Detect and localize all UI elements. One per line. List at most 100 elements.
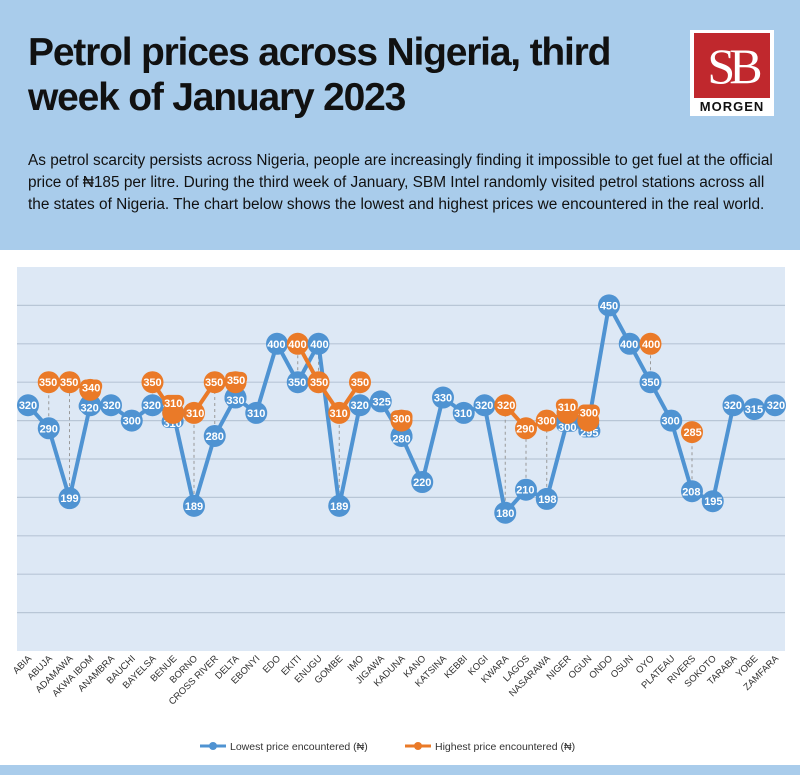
point-marker — [120, 409, 143, 432]
high-point: 400 — [286, 332, 309, 355]
high-point: 350 — [37, 371, 60, 394]
point-marker — [266, 332, 288, 355]
label-background — [577, 404, 600, 418]
high-point: 310 — [328, 401, 351, 424]
point-marker — [722, 394, 745, 417]
low-point: 330 — [224, 386, 247, 409]
legend-label: Highest price encountered (₦) — [435, 741, 575, 753]
data-label: 280 — [392, 433, 410, 445]
data-label: 290 — [516, 423, 534, 435]
data-label: 310 — [454, 408, 472, 420]
point-marker — [535, 487, 558, 510]
low-point: 315 — [743, 398, 766, 421]
data-label: 310 — [247, 408, 265, 420]
data-label: 320 — [19, 400, 37, 412]
point-marker — [245, 401, 268, 424]
data-label: 300 — [537, 416, 555, 428]
data-label: 400 — [288, 339, 306, 351]
point-marker — [452, 401, 475, 424]
high-point: 350 — [307, 371, 330, 394]
high-point: 310 — [183, 401, 205, 424]
low-point: 400 — [307, 332, 330, 355]
data-label: 320 — [80, 403, 98, 415]
description: As petrol scarcity persists across Niger… — [28, 152, 773, 213]
legend-label: Lowest price encountered (₦) — [230, 741, 368, 753]
data-label: 210 — [516, 485, 534, 497]
data-label: 320 — [143, 400, 161, 412]
low-point: 400 — [618, 332, 641, 355]
low-point: 320 — [100, 394, 122, 417]
data-label: 350 — [227, 375, 245, 387]
data-label: 280 — [206, 431, 224, 443]
point-marker — [141, 394, 164, 417]
low-point: 300 — [120, 409, 143, 432]
point-marker — [598, 294, 620, 317]
x-tick-label: OSUN — [609, 653, 636, 680]
data-label: 325 — [373, 396, 391, 408]
point-marker — [411, 471, 434, 494]
low-point: 400 — [266, 332, 288, 355]
footer-strip — [0, 765, 800, 775]
data-label: 330 — [434, 393, 452, 405]
data-label: 350 — [60, 377, 78, 389]
point-marker — [349, 371, 371, 394]
high-point: 300 — [390, 409, 413, 432]
data-label: 350 — [39, 377, 57, 389]
point-marker — [183, 401, 205, 424]
high-point: 350 — [224, 371, 248, 394]
point-marker — [286, 371, 309, 394]
low-point: 320 — [722, 394, 745, 417]
point-marker — [743, 398, 766, 421]
high-point: 310 — [162, 394, 185, 424]
label-background — [78, 399, 101, 413]
low-point: 189 — [328, 494, 351, 517]
data-label: 310 — [329, 408, 347, 420]
high-point: 350 — [349, 371, 371, 394]
point-marker — [37, 371, 60, 394]
data-label: 400 — [267, 339, 285, 351]
data-label: 320 — [497, 400, 515, 412]
label-background — [224, 391, 247, 405]
data-label: 320 — [102, 400, 120, 412]
label-background — [225, 371, 248, 385]
point-marker — [681, 480, 703, 503]
point-marker — [141, 371, 164, 394]
low-point: 330 — [432, 386, 454, 409]
data-label: 285 — [683, 427, 701, 439]
label-background — [390, 430, 413, 444]
high-point: 300 — [577, 404, 600, 432]
low-point: 180 — [494, 501, 517, 524]
data-label: 310 — [186, 408, 204, 420]
point-marker — [307, 332, 330, 355]
data-label: 189 — [185, 501, 203, 513]
low-point: 320 — [473, 394, 496, 417]
high-point: 350 — [141, 371, 164, 394]
data-label: 220 — [413, 477, 431, 489]
point-marker — [660, 409, 683, 432]
point-marker — [639, 332, 662, 355]
low-point: 320 — [141, 394, 164, 417]
data-label: 450 — [600, 300, 618, 312]
logo-mark: SB — [694, 33, 770, 98]
low-point: 198 — [535, 487, 558, 510]
low-point: 320 — [764, 394, 786, 417]
low-point: 280 — [203, 424, 226, 447]
data-label: 300 — [123, 416, 141, 428]
low-point: 325 — [369, 390, 392, 413]
low-point: 208 — [681, 480, 703, 503]
data-label: 350 — [143, 377, 161, 389]
point-marker — [203, 424, 226, 447]
data-label: 400 — [620, 339, 638, 351]
low-point: 210 — [515, 478, 537, 501]
header-banner: Petrol prices across Nigeria, third week… — [0, 0, 800, 250]
data-label: 350 — [288, 377, 306, 389]
low-point: 280 — [390, 424, 413, 447]
data-label: 330 — [226, 395, 244, 407]
point-marker — [183, 494, 205, 517]
point-marker — [681, 421, 703, 444]
data-label: 315 — [745, 404, 763, 416]
low-point: 450 — [598, 294, 620, 317]
high-point: 350 — [203, 371, 226, 394]
label-background — [555, 398, 578, 412]
data-label: 300 — [661, 416, 679, 428]
